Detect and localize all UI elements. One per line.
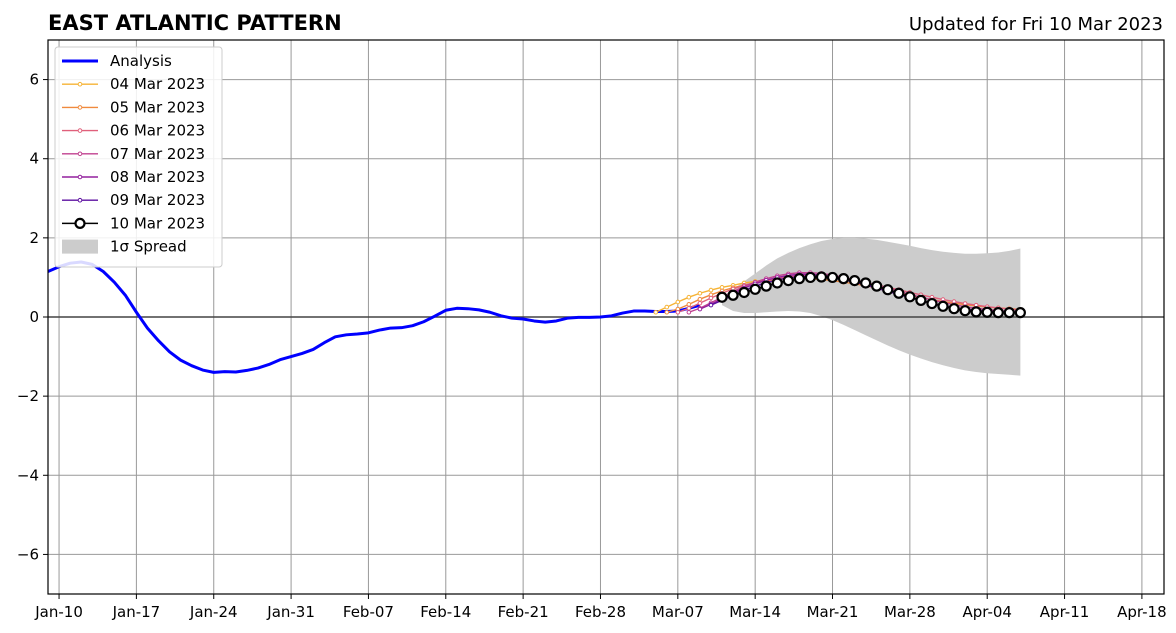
legend-label: 10 Mar 2023: [110, 214, 205, 232]
forecast-point-04-mar-2023: [653, 309, 659, 315]
forecast-point-10-mar-2023: [871, 280, 883, 292]
legend: Analysis 04 Mar 2023 05 Mar 2023 06 Mar 202…: [54, 46, 223, 268]
forecast-point-10-mar-2023: [727, 289, 739, 301]
legend-label: Analysis: [110, 52, 172, 70]
forecast-point-10-mar-2023: [948, 303, 960, 315]
forecast-series: [653, 270, 1026, 319]
forecast-point-10-mar-2023: [804, 271, 817, 284]
x-tick-label: Apr-04: [962, 603, 1012, 621]
forecast-point-05-mar-2023: [686, 302, 692, 307]
forecast-point-04-mar-2023: [664, 304, 670, 310]
forecast-point-05-mar-2023: [664, 309, 670, 315]
forecast-point-06-mar-2023: [675, 309, 681, 315]
forecast-point-10-mar-2023: [826, 271, 839, 284]
forecast-point-10-mar-2023: [981, 306, 993, 318]
legend-swatch-marker: [77, 174, 83, 180]
legend-swatch-marker: [77, 81, 83, 87]
forecast-point-10-mar-2023: [837, 273, 850, 285]
y-tick-label: 4: [29, 150, 39, 168]
forecast-point-05-mar-2023: [697, 296, 703, 302]
x-tick-label: Jan-17: [112, 603, 161, 621]
legend-swatch-marker: [77, 105, 83, 110]
legend-swatch-marker: [77, 197, 83, 203]
legend-label: 04 Mar 2023: [110, 75, 205, 93]
forecast-point-10-mar-2023: [849, 274, 861, 287]
forecast-point-10-mar-2023: [915, 294, 927, 306]
chart-subtitle: Updated for Fri 10 Mar 2023: [909, 14, 1163, 35]
forecast-point-06-mar-2023: [686, 305, 692, 311]
legend-swatch-marker: [77, 128, 83, 133]
legend-swatch-marker: [77, 151, 83, 157]
forecast-point-10-mar-2023: [926, 297, 938, 310]
axes: Jan-10 Jan-17 Jan-24 Jan-31 Feb-07 Feb-14 Feb-…: [17, 39, 1167, 621]
x-tick-label: Mar-07: [652, 603, 704, 621]
y-tick-label: −6: [17, 545, 39, 563]
x-tick-label: Apr-11: [1040, 603, 1090, 621]
x-tick-label: Mar-14: [729, 603, 781, 621]
analysis-line: [47, 260, 701, 374]
forecast-point-10-mar-2023: [749, 283, 761, 295]
forecast-point-04-mar-2023: [697, 290, 703, 296]
x-tick-label: Feb-28: [575, 603, 626, 621]
legend-label: 07 Mar 2023: [110, 145, 205, 163]
forecast-point-10-mar-2023: [904, 291, 916, 303]
legend-label: 08 Mar 2023: [110, 168, 205, 186]
y-tick-label: −2: [17, 387, 39, 405]
y-tick-label: −4: [17, 466, 39, 484]
forecast-point-10-mar-2023: [1014, 307, 1026, 319]
legend-label: 05 Mar 2023: [110, 98, 205, 116]
forecast-point-10-mar-2023: [771, 277, 783, 289]
legend-swatch-marker: [74, 217, 86, 229]
x-tick-label: Apr-18: [1117, 603, 1167, 621]
forecast-point-04-mar-2023: [675, 299, 681, 305]
forecast-point-10-mar-2023: [793, 273, 805, 285]
legend-swatch-spread: [62, 239, 98, 254]
forecast-point-06-mar-2023: [708, 295, 714, 301]
y-tick-label: 0: [29, 308, 39, 326]
forecast-point-04-mar-2023: [686, 294, 692, 300]
x-tick-label: Mar-28: [884, 603, 936, 621]
x-tick-label: Feb-14: [420, 603, 471, 621]
forecast-point-04-mar-2023: [719, 285, 725, 290]
forecast-point-10-mar-2023: [1003, 307, 1015, 319]
x-tick-label: Jan-24: [189, 603, 238, 621]
x-tick-label: Jan-10: [34, 603, 83, 621]
y-tick-label: 2: [29, 229, 39, 247]
x-tick-label: Mar-21: [807, 603, 859, 621]
forecast-point-10-mar-2023: [815, 271, 828, 283]
analysis-series: [47, 260, 701, 374]
forecast-point-10-mar-2023: [937, 300, 949, 312]
forecast-point-06-mar-2023: [697, 300, 703, 306]
forecast-point-10-mar-2023: [992, 307, 1004, 319]
forecast-point-08-mar-2023: [697, 306, 703, 312]
forecast-point-10-mar-2023: [970, 306, 982, 318]
y-tick-label: 6: [29, 71, 39, 89]
legend-label: 09 Mar 2023: [110, 191, 205, 209]
forecast-point-10-mar-2023: [760, 280, 772, 292]
x-tick-label: Feb-21: [498, 603, 549, 621]
forecast-point-10-mar-2023: [716, 291, 728, 303]
forecast-point-10-mar-2023: [782, 274, 794, 287]
forecast-point-10-mar-2023: [959, 305, 971, 317]
legend-label: 06 Mar 2023: [110, 122, 205, 140]
chart-title: EAST ATLANTIC PATTERN: [48, 11, 342, 35]
forecast-point-10-mar-2023: [893, 287, 905, 299]
x-tick-label: Feb-07: [343, 603, 394, 621]
forecast-point-10-mar-2023: [738, 286, 750, 299]
forecast-point-04-mar-2023: [708, 287, 714, 293]
x-tick-label: Jan-31: [266, 603, 315, 621]
legend-label: 1σ Spread: [110, 238, 187, 256]
forecast-point-10-mar-2023: [882, 284, 894, 296]
forecast-point-09-mar-2023: [708, 302, 714, 308]
forecast-point-07-mar-2023: [686, 309, 692, 315]
legend-box: [54, 46, 223, 268]
forecast-point-10-mar-2023: [860, 277, 872, 289]
